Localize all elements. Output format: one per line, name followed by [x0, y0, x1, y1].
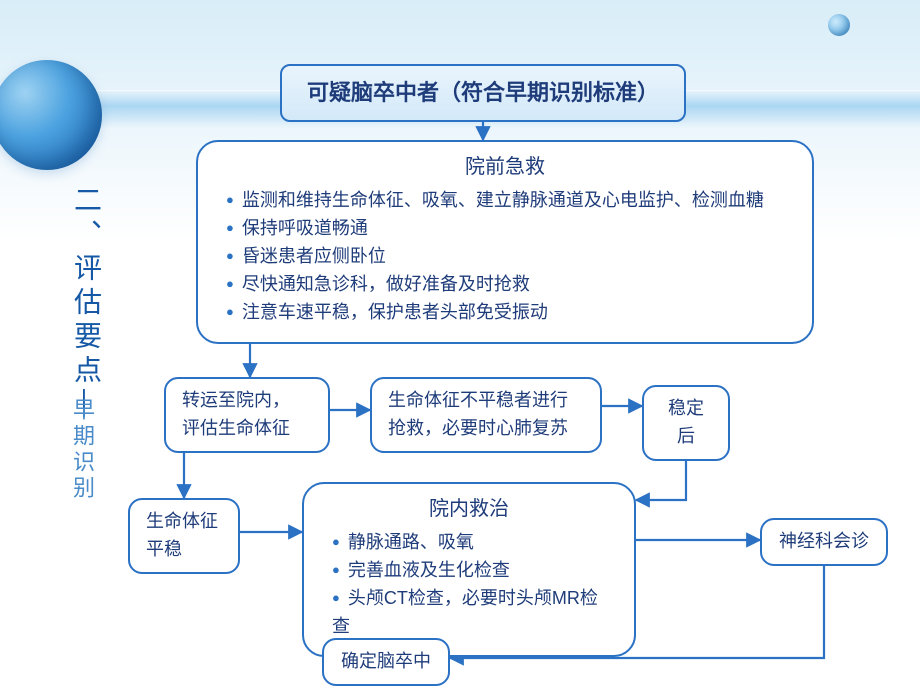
list-item: 昏迷患者应侧卧位	[226, 243, 790, 271]
node-after-stabilized: 稳定后	[642, 385, 730, 461]
decor-sphere-large	[0, 60, 102, 170]
node-prehospital-bullets: 监测和维持生命体征、吸氧、建立静脉通道及心电监护、检测血糖保持呼吸道畅通昏迷患者…	[220, 187, 790, 326]
node-stable-line1: 生命体征	[146, 511, 218, 531]
side-subtitle: 早期识别	[66, 398, 98, 502]
list-item: 尽快通知急诊科，做好准备及时抢救	[226, 271, 790, 299]
side-section-number: 二、	[71, 185, 102, 253]
node-inhospital-bullets: 静脉通路、吸氧完善血液及生化检查头颅CT检查，必要时头颅MR检查	[326, 529, 612, 641]
node-inhospital-treatment: 院内救治 静脉通路、吸氧完善血液及生化检查头颅CT检查，必要时头颅MR检查	[302, 482, 636, 657]
node-after-stabilized-label: 稳定后	[668, 398, 704, 446]
node-neurology-label: 神经科会诊	[779, 531, 869, 551]
list-item: 保持呼吸道畅通	[226, 215, 790, 243]
list-item: 注意车速平稳，保护患者头部免受振动	[226, 299, 790, 327]
node-start-suspected-stroke: 可疑脑卒中者（符合早期识别标准）	[280, 64, 686, 122]
node-transfer-to-hospital: 转运至院内， 评估生命体征	[164, 377, 330, 453]
node-start-label: 可疑脑卒中者（符合早期识别标准）	[307, 80, 659, 105]
node-unstable-vitals: 生命体征不平稳者进行 抢救，必要时心肺复苏	[370, 377, 602, 453]
node-prehospital-header: 院前急救	[220, 152, 790, 183]
node-inhospital-header: 院内救治	[326, 494, 612, 525]
node-transfer-line2: 评估生命体征	[182, 418, 290, 438]
list-item: 完善血液及生化检查	[332, 557, 612, 585]
node-unstable-line1: 生命体征不平稳者进行	[388, 390, 568, 410]
node-prehospital-care: 院前急救 监测和维持生命体征、吸氧、建立静脉通道及心电监护、检测血糖保持呼吸道畅…	[196, 140, 814, 344]
list-item: 监测和维持生命体征、吸氧、建立静脉通道及心电监护、检测血糖	[226, 187, 790, 215]
node-transfer-line1: 转运至院内，	[182, 390, 290, 410]
node-confirm-label: 确定脑卒中	[341, 651, 431, 671]
node-confirm-stroke: 确定脑卒中	[322, 638, 450, 686]
node-stable-vitals: 生命体征 平稳	[128, 498, 240, 574]
list-item: 静脉通路、吸氧	[332, 529, 612, 557]
node-unstable-line2: 抢救，必要时心肺复苏	[388, 418, 568, 438]
list-item: 头颅CT检查，必要时头颅MR检查	[332, 585, 612, 641]
decor-sphere-small	[828, 14, 850, 36]
side-title-text: 评估要点	[71, 253, 102, 389]
side-section-title: 二、评估要点—	[66, 185, 106, 411]
node-stable-line2: 平稳	[146, 539, 182, 559]
node-neurology-consult: 神经科会诊	[760, 518, 888, 566]
